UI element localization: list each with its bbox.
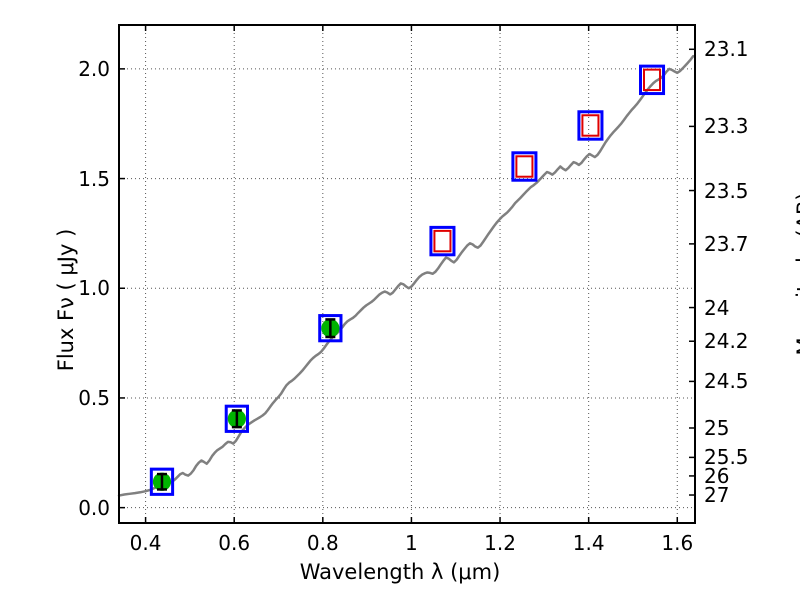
y-right-tick-label: 24.5 <box>704 369 749 394</box>
x-axis-label-text: Wavelength λ (μm) <box>299 560 501 584</box>
photometry-point-point-5 <box>511 151 538 182</box>
grid-lines <box>119 25 695 523</box>
y-left-tick-label: 0.5 <box>78 385 110 410</box>
observed-flux-box <box>577 110 604 141</box>
y-axis-label-left: Flux Fν ( μJy ) <box>54 228 78 372</box>
photometry-point-point-1 <box>149 467 175 496</box>
spectrum-line <box>117 54 695 497</box>
x-tick-label: 1 <box>405 531 418 555</box>
y-axis-label-right: Magnitude (AB) <box>793 192 800 356</box>
model-flux-marker <box>581 114 600 137</box>
y-right-tick-label: 23.3 <box>704 114 749 139</box>
model-flux-marker <box>643 68 662 92</box>
photometry-point-point-4 <box>429 225 456 257</box>
photometry-point-point-6 <box>577 110 604 141</box>
x-tick-label: 1.6 <box>661 531 694 555</box>
observed-flux-box <box>429 225 456 257</box>
model-flux-marker <box>515 155 534 178</box>
y-right-tick-label: 25.5 <box>704 445 749 470</box>
x-tick-label: 0.6 <box>218 531 251 555</box>
y-right-tick-label: 25 <box>704 415 730 440</box>
tick-marks <box>119 25 695 523</box>
spectrum-curve <box>117 54 695 497</box>
y-left-tick-label: 2.0 <box>78 56 110 81</box>
observed-flux-box <box>224 404 249 433</box>
y-left-tick-label: 0.0 <box>78 495 110 520</box>
y-left-tick-label: 1.5 <box>78 166 110 191</box>
x-tick-label: 1.2 <box>484 531 516 555</box>
y-right-tick-label: 23.7 <box>704 231 749 256</box>
x-axis-label: Wavelength λ (μm) <box>0 560 800 584</box>
y-right-tick-label: 24 <box>704 295 730 320</box>
y-right-tick-label: 26 <box>704 463 730 488</box>
observed-flux-box <box>318 314 343 343</box>
photometry-point-point-3 <box>318 314 343 343</box>
observed-flux-box <box>149 467 175 496</box>
x-tick-label: 0.8 <box>306 531 339 555</box>
photometry-point-point-7 <box>639 64 666 96</box>
y-right-tick-label: 27 <box>704 483 730 508</box>
model-flux-marker <box>433 229 452 253</box>
photometry-point-point-2 <box>224 404 249 433</box>
y-right-tick-label: 23.1 <box>704 37 749 62</box>
observed-flux-box <box>639 64 666 96</box>
x-tick-label: 0.4 <box>129 531 162 555</box>
axes-frame <box>118 24 696 524</box>
plot-frame <box>118 24 696 524</box>
photometry-points <box>149 64 666 496</box>
x-tick-label: 1.4 <box>572 531 605 555</box>
y-right-tick-label: 23.5 <box>704 178 749 203</box>
y-left-tick-label: 1.0 <box>78 276 110 301</box>
observed-flux-box <box>511 151 538 182</box>
y-right-tick-label: 24.2 <box>704 329 749 354</box>
